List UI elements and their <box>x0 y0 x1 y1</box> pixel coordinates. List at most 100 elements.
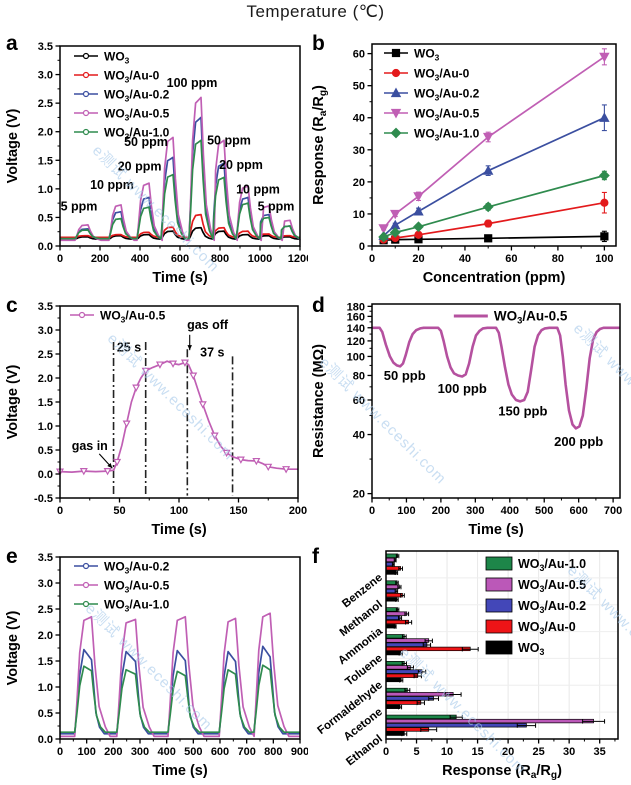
svg-text:60: 60 <box>353 49 365 61</box>
panel-f: f Benzene Methanol Ammonia Toluene Formaldeh… <box>308 543 630 783</box>
panel-b-chart: 0 20 40 60 80 100 0 10 20 30 40 50 60 Concentration (… <box>308 30 630 290</box>
svg-text:WO3​/Au-0.5: WO3​/Au-0.5 <box>494 309 568 327</box>
svg-text:2.5: 2.5 <box>38 349 53 361</box>
bar <box>385 677 402 683</box>
svg-text:80: 80 <box>353 370 365 382</box>
svg-text:15: 15 <box>471 746 483 758</box>
svg-text:25: 25 <box>533 746 545 758</box>
series-line <box>60 664 300 734</box>
svg-text:400: 400 <box>157 746 175 758</box>
svg-text:25 s: 25 s <box>117 341 141 355</box>
panel-c-letter: c <box>6 294 18 317</box>
arrow-head <box>187 345 192 351</box>
panel-d: d 50 ppb 100 ppb 150 ppb 200 ppb 0 100 200 300 4… <box>308 292 630 542</box>
legend: WO3​/Au-0.2 WO3​/Au-0.5 WO3​/Au-1.0 <box>74 560 170 614</box>
svg-text:1.5: 1.5 <box>38 397 53 409</box>
svg-text:WO3​/Au-1.0: WO3​/Au-1.0 <box>414 127 480 143</box>
svg-text:60: 60 <box>505 253 517 265</box>
plot-area <box>385 551 618 739</box>
panel-f-svg: BenzeneMethanolAmmoniaTolueneFormaldehyd… <box>316 550 619 781</box>
panel-a-svg: 5 ppm 10 ppm 20 ppm 50 ppm 100 ppm 50 ppm 20 p… <box>5 41 308 286</box>
plot-area <box>55 334 298 496</box>
svg-text:100 ppb: 100 ppb <box>438 381 487 396</box>
panel-c-chart: 25 s gas off 37 s gas in 0 50 100 150 200 -0.5 0.0… <box>2 292 308 542</box>
svg-text:100: 100 <box>347 351 365 363</box>
svg-text:WO3​/Au-0.5: WO3​/Au-0.5 <box>518 578 586 594</box>
bar <box>385 661 405 666</box>
svg-text:WO3​/Au-0.2: WO3​/Au-0.2 <box>518 599 586 615</box>
svg-text:10 ppm: 10 ppm <box>90 178 134 192</box>
panel-a: a 5 ppm 10 ppm 20 ppm 50 ppm 100 ppm 50 ppm 20… <box>2 30 308 290</box>
svg-text:1000: 1000 <box>248 253 272 265</box>
bar <box>385 692 454 697</box>
svg-text:1.5: 1.5 <box>38 155 53 167</box>
bar <box>385 669 423 674</box>
svg-text:20: 20 <box>412 253 424 265</box>
svg-text:Response (Ra​/Rg​): Response (Ra​/Rg​) <box>311 85 329 205</box>
svg-text:0.5: 0.5 <box>38 708 53 720</box>
svg-text:2.0: 2.0 <box>38 630 53 642</box>
svg-text:150 ppb: 150 ppb <box>498 404 547 419</box>
svg-text:50: 50 <box>113 505 125 517</box>
svg-text:WO3​/Au-0.2: WO3​/Au-0.2 <box>104 88 170 104</box>
svg-text:5 ppm: 5 ppm <box>61 200 98 214</box>
svg-text:0.5: 0.5 <box>38 445 53 457</box>
svg-text:1.5: 1.5 <box>38 656 53 668</box>
svg-text:5: 5 <box>413 746 419 758</box>
svg-text:60: 60 <box>353 395 365 407</box>
svg-text:WO3​/Au-1.0: WO3​/Au-1.0 <box>104 126 170 142</box>
svg-text:50 ppb: 50 ppb <box>384 368 426 383</box>
panel-b-letter: b <box>312 32 325 55</box>
panel-e: e 0 100 200 300 400 500 600 700 800 900 0.0 0.5 1.0 1… <box>2 543 308 783</box>
svg-text:200 ppb: 200 ppb <box>554 434 603 449</box>
series-line <box>60 139 301 240</box>
svg-text:0.0: 0.0 <box>38 734 53 746</box>
svg-text:800: 800 <box>264 746 282 758</box>
svg-text:0: 0 <box>57 505 63 517</box>
legend: WO3​/Au-0.5 <box>70 309 166 325</box>
svg-text:0: 0 <box>57 253 63 265</box>
svg-text:100: 100 <box>595 253 613 265</box>
svg-text:700: 700 <box>604 505 622 517</box>
svg-text:120: 120 <box>347 336 365 348</box>
svg-text:500: 500 <box>535 505 553 517</box>
svg-text:2.0: 2.0 <box>38 127 53 139</box>
series-line <box>60 645 300 735</box>
svg-text:WO3​/Au-0.5: WO3​/Au-0.5 <box>104 579 170 595</box>
svg-text:20 ppm: 20 ppm <box>118 160 162 174</box>
svg-text:10: 10 <box>353 209 365 221</box>
legend: WO3​/Au-0.5 <box>453 309 568 327</box>
bar <box>385 646 471 652</box>
panel-d-chart: 50 ppb 100 ppb 150 ppb 200 ppb 0 100 200 300 400… <box>308 292 630 542</box>
svg-text:160: 160 <box>347 311 365 323</box>
svg-text:5 ppm: 5 ppm <box>258 200 295 214</box>
svg-text:20: 20 <box>353 489 365 501</box>
bar <box>385 642 428 647</box>
svg-text:40: 40 <box>353 430 365 442</box>
svg-text:500: 500 <box>184 746 202 758</box>
svg-text:30: 30 <box>563 746 575 758</box>
svg-text:600: 600 <box>569 505 587 517</box>
bar <box>385 696 434 701</box>
svg-text:3.0: 3.0 <box>38 578 53 590</box>
svg-text:20: 20 <box>353 177 365 189</box>
svg-text:0.0: 0.0 <box>38 469 53 481</box>
svg-text:Concentration (ppm): Concentration (ppm) <box>423 270 566 286</box>
svg-text:50 ppm: 50 ppm <box>207 133 251 147</box>
svg-text:180: 180 <box>347 301 365 313</box>
svg-text:400: 400 <box>501 505 519 517</box>
series-line <box>59 360 298 473</box>
svg-text:3.5: 3.5 <box>38 301 53 313</box>
svg-text:WO3​/Au-0: WO3​/Au-0 <box>518 620 576 636</box>
arrow-head <box>107 463 113 469</box>
svg-text:100 ppm: 100 ppm <box>167 76 218 90</box>
svg-text:30: 30 <box>353 145 365 157</box>
panel-e-svg: 0 100 200 300 400 500 600 700 800 900 0.0 0.5 1.0 1.5… <box>5 552 308 779</box>
svg-text:WO3​: WO3​ <box>518 641 545 657</box>
svg-text:3.0: 3.0 <box>38 325 53 337</box>
svg-text:200: 200 <box>289 505 307 517</box>
svg-text:40: 40 <box>353 113 365 125</box>
svg-text:Voltage (V): Voltage (V) <box>5 365 21 440</box>
legend: WO3​ WO3​/Au-0 WO3​/Au-0.2 WO3​/Au-0.5 WO3​/… <box>74 50 170 142</box>
